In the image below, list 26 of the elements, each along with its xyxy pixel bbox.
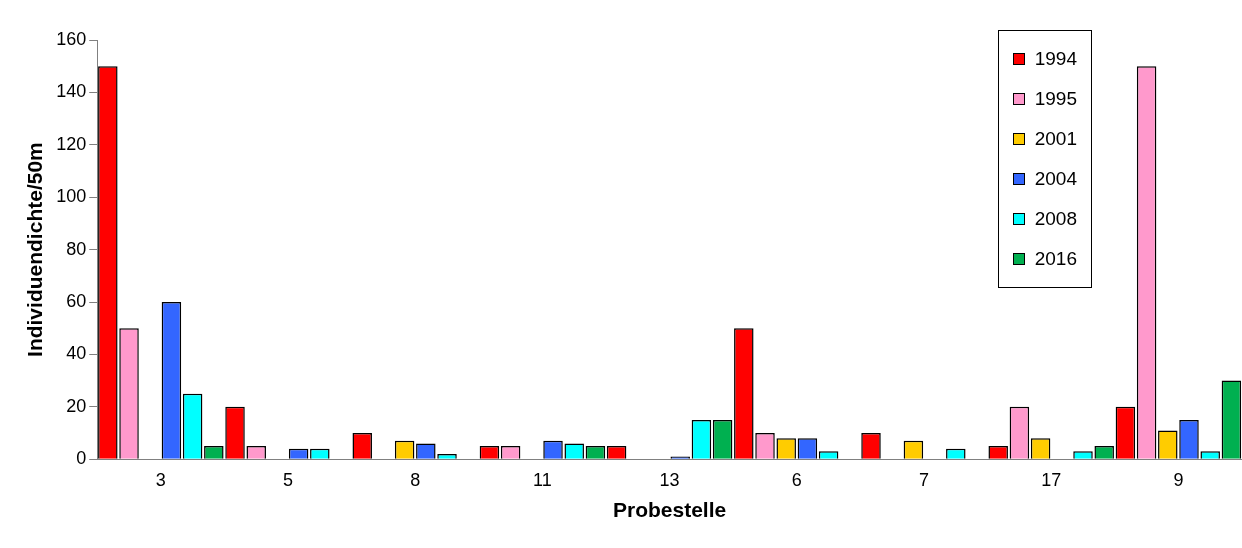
x-tick-label: 17 [1041, 469, 1062, 490]
legend-label: 2001 [1034, 128, 1077, 150]
legend-label: 2008 [1034, 208, 1077, 230]
y-tick-label: 20 [66, 395, 87, 416]
legend-label: 1994 [1034, 48, 1077, 70]
y-tick-label: 120 [56, 133, 87, 154]
x-tick-label: 13 [659, 469, 680, 490]
legend-label: 2004 [1034, 168, 1077, 190]
y-tick-label: 80 [66, 238, 87, 259]
x-tick-label: 7 [919, 469, 930, 490]
x-tick-label: 9 [1173, 469, 1184, 490]
y-tick-label: 60 [66, 290, 87, 311]
x-tick-label: 5 [283, 469, 294, 490]
y-tick-label: 140 [56, 81, 87, 102]
y-tick-label: 100 [56, 186, 87, 207]
y-axis-title: Individuendichte/50m [23, 142, 47, 357]
x-axis-title: Probestelle [613, 498, 727, 522]
x-tick-label: 8 [410, 469, 421, 490]
y-tick-label: 160 [56, 28, 87, 49]
legend-label: 2016 [1034, 248, 1077, 270]
x-tick-label: 11 [533, 469, 552, 490]
x-tick-label: 6 [791, 469, 802, 490]
x-tick-label: 3 [155, 469, 166, 490]
y-tick-label: 40 [66, 343, 87, 364]
y-tick-label: 0 [76, 448, 87, 469]
legend-label: 1995 [1034, 88, 1077, 110]
